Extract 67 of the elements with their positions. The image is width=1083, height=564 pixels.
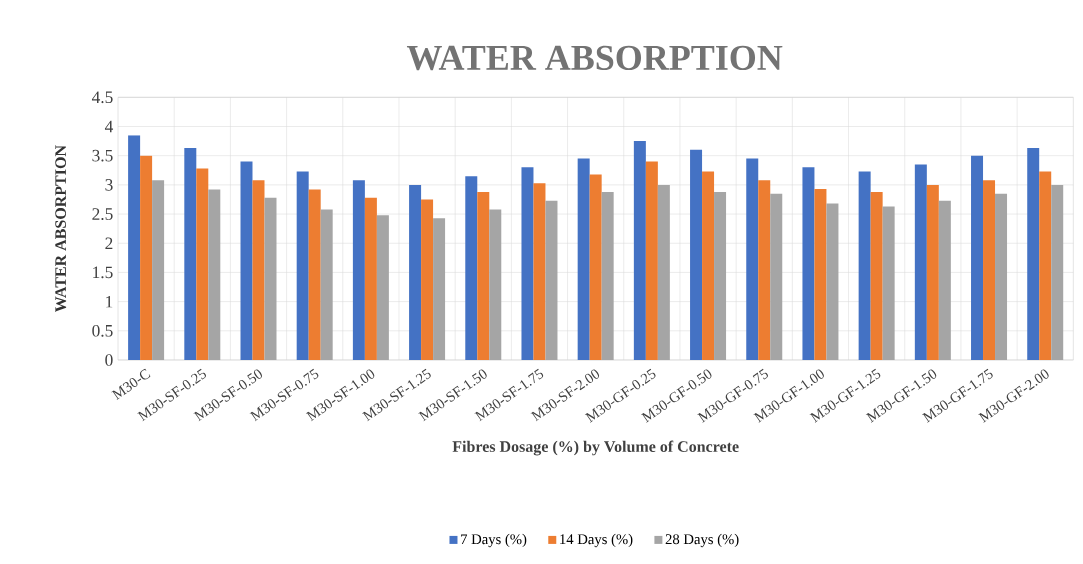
legend-label: 28 Days (%) xyxy=(665,533,739,548)
bar xyxy=(296,171,309,360)
legend-label: 7 Days (%) xyxy=(461,533,527,548)
bar xyxy=(421,199,434,360)
bar xyxy=(308,189,321,360)
bar xyxy=(826,203,839,360)
bar xyxy=(545,200,558,360)
bar xyxy=(196,168,209,360)
bar xyxy=(489,209,502,360)
bar xyxy=(184,148,197,360)
y-tick-label: 2 xyxy=(105,237,113,249)
bar xyxy=(352,180,365,360)
y-tick-label: 0 xyxy=(105,354,113,366)
bar xyxy=(128,135,141,360)
bar xyxy=(320,209,333,360)
y-tick-label: 4.5 xyxy=(91,91,113,104)
bar xyxy=(577,158,590,360)
bar xyxy=(714,191,727,360)
bar xyxy=(433,218,446,360)
bar xyxy=(601,191,614,360)
bar xyxy=(376,215,389,360)
chart-title: WATER ABSORPTION xyxy=(406,45,783,71)
x-axis-title: Fibres Dosage (%) by Volume of Concrete xyxy=(452,440,739,456)
bar xyxy=(758,180,771,360)
y-tick-label: 1 xyxy=(106,295,113,308)
bar xyxy=(645,161,658,360)
bar xyxy=(465,176,478,360)
bar xyxy=(1051,184,1064,360)
bar xyxy=(938,200,951,360)
bar xyxy=(1027,148,1040,360)
bar xyxy=(914,164,927,360)
y-tick-label: 1.5 xyxy=(93,266,113,279)
bar xyxy=(633,141,646,360)
bar xyxy=(657,184,670,360)
bar xyxy=(409,184,422,360)
bar xyxy=(814,188,827,360)
bar xyxy=(364,197,377,360)
bar xyxy=(983,180,996,360)
y-tick-label: 3.5 xyxy=(92,149,113,162)
y-tick-label: 2.5 xyxy=(92,208,113,220)
bar xyxy=(1039,171,1052,360)
bar xyxy=(264,197,277,360)
legend-label: 14 Days (%) xyxy=(560,533,633,548)
y-tick-label: 4 xyxy=(104,120,114,133)
bar xyxy=(252,180,265,360)
bar xyxy=(802,167,815,360)
bar xyxy=(589,174,602,360)
bar xyxy=(140,155,153,360)
bar xyxy=(882,206,895,360)
bar xyxy=(995,193,1008,360)
bar xyxy=(208,189,221,360)
bar xyxy=(971,155,984,360)
y-tick-label: 3 xyxy=(105,179,113,191)
bar xyxy=(533,183,546,360)
bar xyxy=(521,167,534,360)
bar xyxy=(702,171,715,360)
bar xyxy=(152,180,165,360)
bar xyxy=(870,191,883,360)
bar xyxy=(926,184,939,360)
y-axis-title: WATER ABSORPTION xyxy=(55,145,67,313)
bar xyxy=(477,191,490,360)
bar xyxy=(746,158,759,360)
bar xyxy=(770,193,783,360)
bar xyxy=(240,161,253,360)
y-tick-label: 0.5 xyxy=(92,324,113,337)
bar xyxy=(858,171,871,360)
bar xyxy=(690,149,703,360)
